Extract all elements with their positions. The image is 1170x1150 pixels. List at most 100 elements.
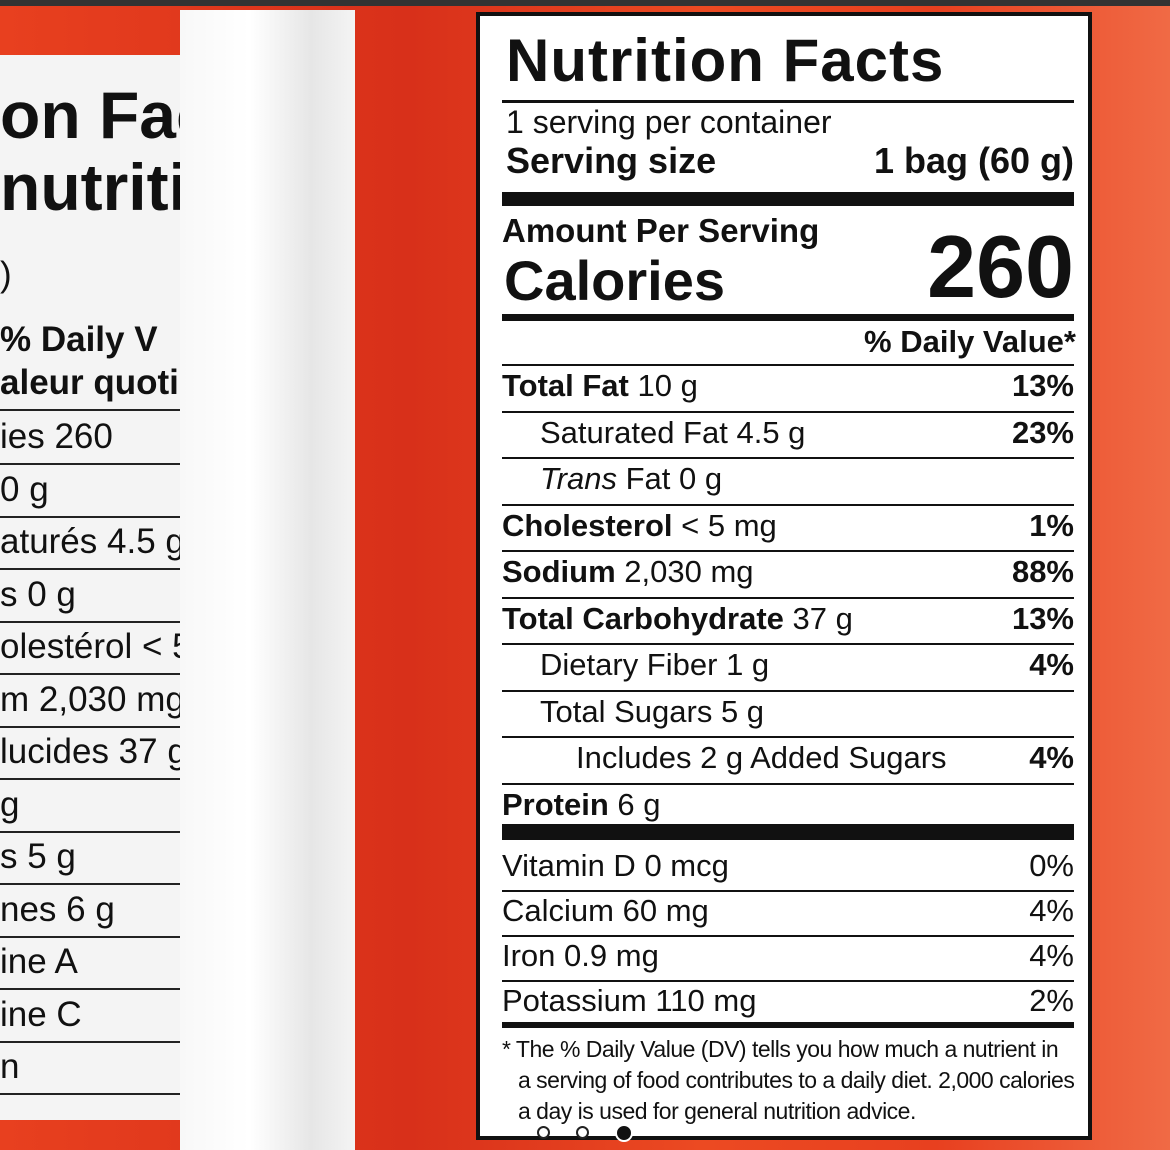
vitamin-dv: 4% <box>1029 893 1074 928</box>
left-line: aturés 4.5 g <box>0 522 185 561</box>
left-rule <box>0 830 290 833</box>
left-line: 0 g <box>0 469 49 509</box>
rule <box>502 689 1074 692</box>
rule <box>502 457 1074 459</box>
nutrient-name: Cholesterol <box>502 507 673 543</box>
calories: 260 <box>927 217 1074 316</box>
vitamin-amount: 0 mcg <box>644 848 729 883</box>
nutrient-row: Protein 6 g <box>502 787 661 823</box>
left-rule <box>0 1040 290 1043</box>
left-line: ine A <box>0 942 78 981</box>
rule <box>502 503 1074 506</box>
rule <box>502 364 1074 366</box>
left-rule <box>0 1093 290 1095</box>
left-rule <box>0 568 290 570</box>
rule <box>502 100 1074 103</box>
left-line: m 2,030 mg <box>0 679 185 719</box>
nutrient-row: Dietary Fiber 1 g <box>540 647 769 683</box>
nutrient-row: Trans Fat 0 g <box>540 461 722 497</box>
footnote: * The % Daily Value (DV) tells you how m… <box>502 1036 1059 1062</box>
nutrient-name: Protein <box>502 786 609 822</box>
amount-per-serving: Amount Per Serving <box>502 212 820 249</box>
serving-size-label: Serving size <box>506 140 717 181</box>
left-line: s 5 g <box>0 837 76 876</box>
left-rule <box>0 463 290 465</box>
nutrient-name: Saturated Fat <box>540 414 728 450</box>
nutrient-row: Saturated Fat 4.5 g <box>540 415 805 451</box>
rule <box>502 980 1074 982</box>
nutrient-amount: 6 g <box>617 786 661 822</box>
vitamin-name: Calcium <box>502 893 614 928</box>
rule <box>502 782 1074 785</box>
left-rule <box>0 673 290 675</box>
nutrient-amount: 1 g <box>726 647 770 682</box>
vitamin-dv: 0% <box>1029 848 1074 883</box>
vitamin-row: Iron 0.9 mg <box>502 938 659 974</box>
nutrient-row: Cholesterol < 5 mg <box>502 508 777 544</box>
serving-size: 1 bag (60 g) <box>873 140 1074 181</box>
nutrient-name: Includes 2 g Added Sugars <box>576 740 947 775</box>
nutrient-amount: 10 g <box>637 368 698 403</box>
left-line: n <box>0 1047 20 1086</box>
nutrient-amount: 37 g <box>792 600 853 636</box>
left-line: ies 260 <box>0 417 113 456</box>
left-line: ine C <box>0 994 82 1034</box>
vitamin-row: Potassium 110 mg <box>502 983 756 1019</box>
top-bar <box>0 0 1170 6</box>
nutrient-row: Sodium 2,030 mg <box>502 554 754 590</box>
vitamin-dv: 4% <box>1029 938 1074 973</box>
left-rule <box>0 620 290 623</box>
nutrient-name: Total Carbohydrate <box>502 600 784 636</box>
vitamin-row: Calcium 60 mg <box>502 893 709 929</box>
nutrient-name: Fat <box>625 461 671 496</box>
rule <box>502 550 1074 552</box>
nutrient-row: Includes 2 g Added Sugars <box>576 740 947 776</box>
vitamin-dv: 2% <box>1029 983 1074 1018</box>
left-rule <box>0 409 290 411</box>
vitamin-row: Vitamin D 0 mcg <box>502 848 729 884</box>
left-line: lucides 37 g <box>0 732 187 771</box>
carousel-dot[interactable] <box>615 1124 633 1142</box>
footnote: a day is used for general nutrition advi… <box>518 1098 916 1124</box>
daily-value: 13% <box>1011 600 1074 636</box>
footnote: a serving of food contributes to a daily… <box>518 1067 1075 1093</box>
daily-value: 4% <box>1029 647 1074 682</box>
rule <box>502 643 1074 645</box>
nutrient-row: Total Sugars 5 g <box>540 694 764 730</box>
nutrient-name: Total Sugars <box>540 693 713 729</box>
carousel-dot[interactable] <box>537 1126 550 1139</box>
servings: 1 serving per container <box>506 104 832 140</box>
nutrient-name: Sodium <box>502 554 616 589</box>
nutrient-amount: 0 g <box>679 461 723 496</box>
left-line: olestérol < 5 <box>0 627 192 666</box>
rule <box>502 192 1074 206</box>
vitamin-name: Iron <box>502 938 556 973</box>
left-rule <box>0 778 290 780</box>
vitamin-name: Potassium <box>502 983 647 1018</box>
vitamin-amount: 60 mg <box>622 893 709 928</box>
nutrient-row: Total Fat 10 g <box>502 368 698 404</box>
daily-value: 23% <box>1011 414 1074 450</box>
vitamin-amount: 110 mg <box>655 983 757 1018</box>
left-rule <box>0 935 290 938</box>
rule <box>502 736 1074 738</box>
daily-value: 1% <box>1029 507 1074 543</box>
left-line: s 0 g <box>0 574 76 614</box>
left-rule <box>0 988 290 990</box>
vitamin-name: Vitamin D <box>502 848 636 883</box>
left-line: g <box>0 784 20 824</box>
left-line: nes 6 g <box>0 889 115 929</box>
rule <box>502 314 1074 321</box>
nutrient-name-italic: Trans <box>540 461 617 496</box>
nutrient-name: Total Fat <box>502 368 629 403</box>
daily-value: 13% <box>1011 368 1074 403</box>
rule <box>502 1022 1074 1028</box>
carousel-dot[interactable] <box>576 1126 589 1139</box>
rule <box>502 596 1074 599</box>
rule <box>502 824 1074 840</box>
rule <box>502 935 1074 937</box>
package-seal <box>180 10 355 1150</box>
nutrient-amount: < 5 mg <box>681 507 777 543</box>
left-rule <box>0 515 290 518</box>
